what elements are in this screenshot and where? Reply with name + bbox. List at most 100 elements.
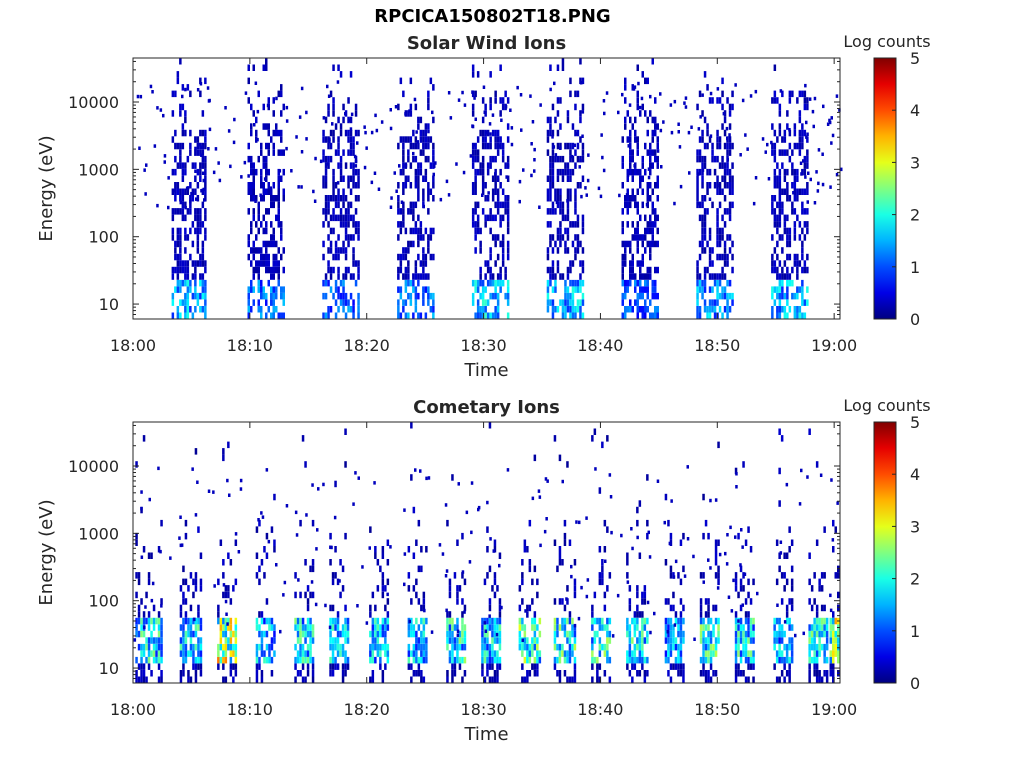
heatmap-cell bbox=[174, 266, 177, 274]
heatmap-cell bbox=[790, 598, 794, 605]
heatmap-cell bbox=[806, 182, 809, 189]
heatmap-cell bbox=[640, 96, 644, 101]
heatmap-cell bbox=[498, 643, 502, 651]
heatmap-cell bbox=[788, 227, 792, 235]
heatmap-cell bbox=[357, 306, 360, 313]
heatmap-cell bbox=[148, 497, 151, 502]
heatmap-cell bbox=[728, 247, 732, 254]
heatmap-cell bbox=[716, 240, 719, 248]
heatmap-cell bbox=[506, 163, 510, 168]
heatmap-cell bbox=[698, 312, 702, 319]
heatmap-cell bbox=[707, 604, 710, 612]
heatmap-cell bbox=[277, 312, 280, 319]
heatmap-cell bbox=[160, 676, 163, 683]
heatmap-cell bbox=[184, 519, 188, 527]
heatmap-cell bbox=[810, 643, 814, 651]
heatmap-cell bbox=[574, 195, 577, 202]
heatmap-cell bbox=[336, 650, 340, 657]
heatmap-cell bbox=[194, 175, 197, 182]
heatmap-cell bbox=[506, 299, 510, 306]
heatmap-cell bbox=[484, 221, 487, 228]
heatmap-cell bbox=[427, 90, 430, 98]
heatmap-cell bbox=[709, 498, 712, 503]
heatmap-cell bbox=[280, 129, 283, 137]
heatmap-cell bbox=[494, 279, 497, 287]
heatmap-cell bbox=[456, 591, 459, 599]
heatmap-cell bbox=[644, 286, 647, 293]
heatmap-cell bbox=[386, 656, 390, 664]
heatmap-cell bbox=[417, 519, 421, 527]
heatmap-cell bbox=[536, 643, 539, 651]
colorbar-tick-label: 4 bbox=[910, 465, 920, 484]
heatmap-cell bbox=[656, 312, 659, 319]
heatmap-cell bbox=[267, 266, 270, 274]
heatmap-cell bbox=[207, 147, 210, 151]
heatmap-cell bbox=[219, 637, 223, 644]
heatmap-cell bbox=[417, 234, 420, 241]
heatmap-cell bbox=[606, 585, 609, 592]
heatmap-cell bbox=[327, 266, 330, 274]
heatmap-cell bbox=[630, 527, 633, 531]
heatmap-cell bbox=[417, 175, 420, 182]
heatmap-cell bbox=[566, 201, 570, 209]
heatmap-cell bbox=[569, 168, 572, 176]
heatmap-cell bbox=[559, 299, 562, 306]
heatmap-cell bbox=[409, 208, 413, 215]
heatmap-cell bbox=[551, 162, 555, 169]
heatmap-cell bbox=[734, 650, 738, 657]
heatmap-cell bbox=[752, 676, 755, 683]
heatmap-cell bbox=[327, 306, 330, 313]
heatmap-cell bbox=[829, 608, 833, 613]
heatmap-cell bbox=[696, 299, 699, 306]
heatmap-cell bbox=[558, 546, 562, 553]
heatmap-cell bbox=[483, 624, 487, 631]
heatmap-cell bbox=[374, 630, 377, 638]
heatmap-cell bbox=[381, 578, 385, 586]
heatmap-cell bbox=[201, 279, 205, 287]
heatmap-cell bbox=[176, 253, 180, 261]
heatmap-cell bbox=[329, 266, 333, 274]
heatmap-cell bbox=[656, 149, 660, 153]
heatmap-cell bbox=[179, 149, 182, 156]
heatmap-cell bbox=[598, 546, 602, 553]
heatmap-cell bbox=[494, 292, 497, 300]
heatmap-cell bbox=[773, 175, 777, 182]
heatmap-cell bbox=[329, 129, 333, 137]
heatmap-cell bbox=[771, 234, 774, 241]
heatmap-cell bbox=[726, 533, 729, 537]
heatmap-cell bbox=[628, 103, 632, 107]
heatmap-cell bbox=[549, 240, 552, 248]
heatmap-cell bbox=[181, 214, 185, 222]
heatmap-cell bbox=[638, 500, 642, 507]
heatmap-cell bbox=[234, 532, 238, 536]
heatmap-cell bbox=[349, 129, 353, 137]
heatmap-cell bbox=[329, 559, 332, 566]
heatmap-cell bbox=[552, 145, 556, 149]
heatmap-cell bbox=[718, 97, 722, 104]
heatmap-cell bbox=[255, 670, 259, 677]
heatmap-cell bbox=[196, 292, 200, 300]
heatmap-cell bbox=[641, 643, 644, 651]
heatmap-cell bbox=[176, 162, 180, 169]
heatmap-cell bbox=[306, 663, 310, 670]
heatmap-cell bbox=[494, 306, 497, 313]
heatmap-cell bbox=[506, 468, 510, 472]
heatmap-cell bbox=[486, 266, 490, 274]
heatmap-cell bbox=[219, 656, 223, 664]
heatmap-cell bbox=[337, 214, 340, 222]
x-tick-label: 19:00 bbox=[811, 700, 857, 719]
heatmap-cell bbox=[196, 240, 200, 248]
heatmap-cell bbox=[252, 208, 255, 215]
heatmap-cell bbox=[605, 91, 609, 95]
heatmap-cell bbox=[687, 130, 691, 135]
heatmap-cell bbox=[731, 266, 734, 274]
heatmap-cell bbox=[280, 221, 283, 228]
heatmap-cell bbox=[496, 195, 500, 202]
heatmap-cell bbox=[754, 176, 758, 180]
heatmap-cell bbox=[160, 637, 163, 644]
heatmap-cell bbox=[254, 199, 257, 203]
heatmap-cell bbox=[181, 188, 185, 195]
heatmap-cell bbox=[823, 643, 826, 651]
heatmap-cell bbox=[721, 234, 724, 241]
heatmap-cell bbox=[258, 663, 261, 670]
